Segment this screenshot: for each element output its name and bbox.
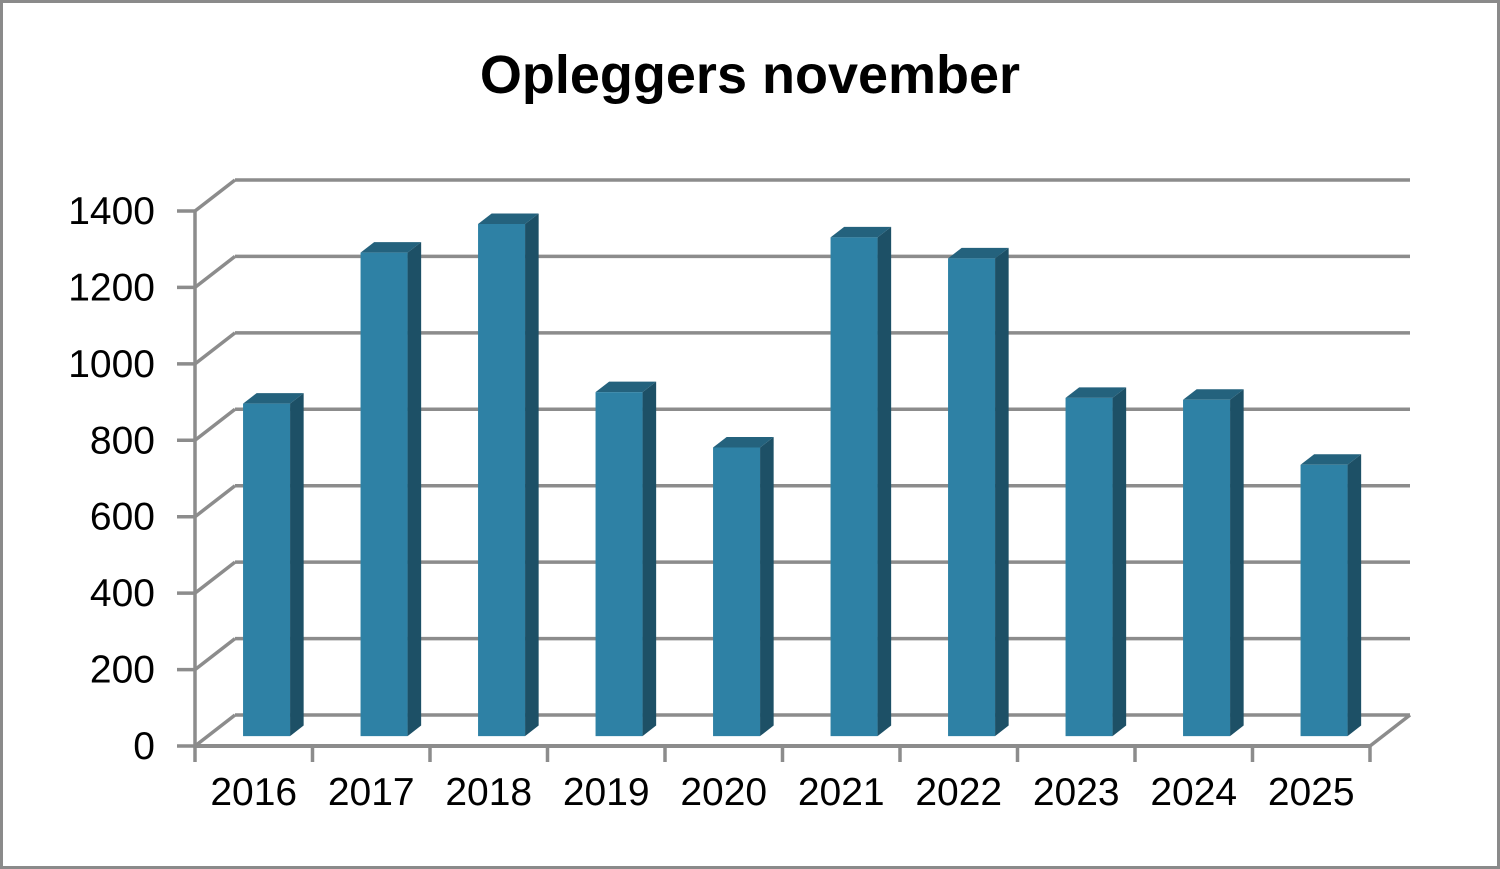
bar-front-face [478,224,526,737]
bar-2017 [360,242,422,737]
bar-front-face [595,392,643,737]
gridline-left-wall [193,484,237,519]
bar-side-face [877,226,892,737]
bar-side-face [1112,387,1127,737]
y-tick-label: 1400 [68,190,155,233]
bar-top-face [243,393,304,404]
x-tick-label: 2022 [915,771,1002,814]
bar-top-face [478,213,539,225]
bar-top-face [830,226,892,238]
bar-side-face [1347,454,1362,737]
bar-side-face [290,393,304,737]
bar-front-face [948,258,996,737]
gridline-left-wall [193,255,237,289]
bar-front-face [830,237,878,737]
y-tick-label: 200 [90,649,155,692]
bar-front-face [243,403,291,737]
bar-2025 [1300,454,1362,737]
gridline-left-wall [193,178,237,213]
chart-title: Opleggers november [480,45,1020,105]
bar-2016 [243,393,304,737]
gridline-left-wall [193,713,237,748]
bar-top-face [595,381,657,393]
x-tick-label: 2025 [1268,771,1355,814]
bar-top-face [1300,454,1362,465]
bar-top-face [1183,389,1244,400]
y-tick-label: 1200 [68,266,155,309]
y-tick-label: 1000 [68,343,155,386]
bar-side-face [525,213,539,737]
bar-2024 [1183,389,1244,737]
bar-front-face [713,447,761,737]
floor-right-edge [1368,713,1412,748]
bar-side-face [407,242,422,737]
x-tick-label: 2020 [680,771,767,814]
bar-side-face [1230,389,1244,737]
bar-side-face [995,247,1009,737]
x-tick-label: 2017 [328,771,415,814]
bar-top-face [1065,387,1127,398]
chart-svg: Opleggers november 0 200 400 600 800 1000 1200… [68,45,1412,814]
y-tick-label: 0 [133,725,155,768]
bar-2018 [478,213,539,737]
bar-top-face [713,437,774,448]
bar-2020 [713,437,774,737]
bar-2023 [1065,387,1127,737]
bar-front-face [1183,399,1231,737]
bar-2022 [948,247,1009,737]
bar-2021 [830,226,892,737]
bar-top-face [360,242,422,253]
bar-2019 [595,381,657,737]
y-tick-label: 600 [90,496,155,539]
gridline-left-wall [193,560,237,595]
x-tick-label: 2023 [1033,771,1120,814]
bar-top-face [948,247,1009,259]
y-tick-label: 800 [90,419,155,462]
x-tick-label: 2024 [1150,771,1237,814]
bar-front-face [1065,397,1113,737]
bar-side-face [642,381,657,737]
gridline-left-wall [193,637,237,671]
bar-front-face [1300,464,1348,737]
x-tick-label: 2019 [563,771,650,814]
gridline-left-wall [193,407,237,442]
plot-area: 0 200 400 600 800 1000 1200 1400 2016 2017 2018 201… [68,178,1412,814]
bar-side-face [760,437,774,737]
x-tick-label: 2018 [445,771,532,814]
x-tick-label: 2021 [798,771,885,814]
x-tick-label: 2016 [210,771,297,814]
gridline-left-wall [193,331,237,366]
y-tick-label: 400 [90,572,155,615]
bar-front-face [360,252,408,737]
